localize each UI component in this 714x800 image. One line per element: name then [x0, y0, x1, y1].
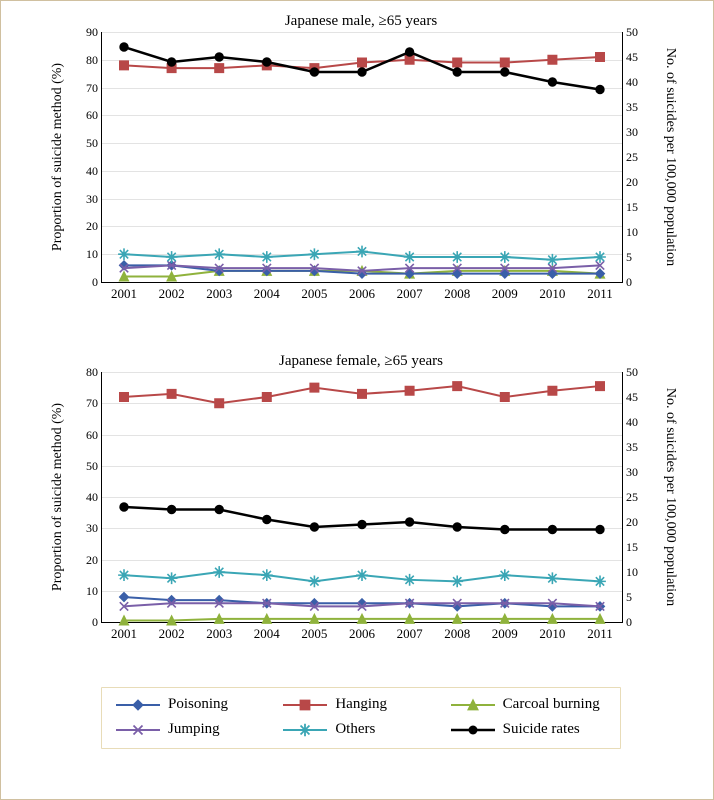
x-tick: 2006	[349, 622, 375, 642]
y-tick-right: 10	[622, 566, 654, 578]
x-tick: 2001	[111, 282, 137, 302]
legend-item-jumping: Jumping	[116, 721, 271, 738]
y-tick-right: 30	[622, 126, 654, 138]
x-tick: 2005	[301, 282, 327, 302]
y-tick-right: 50	[622, 26, 654, 38]
y-tick-right: 35	[622, 441, 654, 453]
y-tick-left: 20	[70, 220, 102, 232]
y-tick-right: 15	[622, 541, 654, 553]
y-tick-right: 25	[622, 151, 654, 163]
y-tick-right: 15	[622, 201, 654, 213]
y-tick-right: 35	[622, 101, 654, 113]
axes-female: Proportion of suicide method (%) No. of …	[101, 372, 623, 623]
y-tick-left: 70	[70, 82, 102, 94]
x-tick: 2008	[444, 282, 470, 302]
y-tick-left: 60	[70, 429, 102, 441]
figure-page: Japanese male, ≥65 years Proportion of s…	[0, 0, 714, 800]
x-tick: 2003	[206, 282, 232, 302]
x-tick: 2009	[492, 282, 518, 302]
plot-male	[102, 32, 622, 282]
x-tick: 2011	[587, 282, 613, 302]
x-tick: 2004	[254, 282, 280, 302]
chart-panel-female: Japanese female, ≥65 years Proportion of…	[59, 353, 663, 663]
legend-item-poisoning: Poisoning	[116, 696, 271, 713]
y-tick-left: 10	[70, 585, 102, 597]
x-tick: 2004	[254, 622, 280, 642]
y-tick-right: 5	[622, 251, 654, 263]
y-tick-left: 80	[70, 54, 102, 66]
legend-label: Poisoning	[168, 696, 228, 713]
x-tick: 2011	[587, 622, 613, 642]
legend-label: Others	[335, 721, 375, 738]
x-tick: 2010	[539, 622, 565, 642]
y-tick-left: 0	[70, 276, 102, 288]
y-tick-right: 45	[622, 51, 654, 63]
y-axis-right-title: No. of suicides per 100,000 population	[662, 388, 678, 606]
y-tick-right: 10	[622, 226, 654, 238]
legend-label: Carcoal burning	[503, 696, 600, 713]
x-tick: 2002	[159, 282, 185, 302]
x-tick: 2007	[397, 282, 423, 302]
x-tick: 2009	[492, 622, 518, 642]
legend-item-charcoal: Carcoal burning	[451, 696, 606, 713]
y-tick-left: 60	[70, 109, 102, 121]
legend-label: Suicide rates	[503, 721, 580, 738]
y-tick-left: 30	[70, 522, 102, 534]
x-tick: 2008	[444, 622, 470, 642]
legend-item-others: Others	[283, 721, 438, 738]
x-tick: 2007	[397, 622, 423, 642]
y-tick-left: 30	[70, 193, 102, 205]
y-tick-right: 20	[622, 516, 654, 528]
y-tick-right: 0	[622, 276, 654, 288]
chart-title-female: Japanese female, ≥65 years	[59, 353, 663, 370]
legend-item-suicide_rates: Suicide rates	[451, 721, 606, 738]
axes-male: Proportion of suicide method (%) No. of …	[101, 32, 623, 283]
y-tick-right: 40	[622, 416, 654, 428]
x-tick: 2005	[301, 622, 327, 642]
y-tick-right: 5	[622, 591, 654, 603]
y-axis-left-title: Proportion of suicide method (%)	[50, 403, 66, 591]
y-tick-right: 45	[622, 391, 654, 403]
y-tick-left: 70	[70, 397, 102, 409]
y-tick-left: 0	[70, 616, 102, 628]
y-tick-left: 50	[70, 460, 102, 472]
y-tick-left: 90	[70, 26, 102, 38]
y-tick-left: 10	[70, 248, 102, 260]
y-axis-right-title: No. of suicides per 100,000 population	[662, 48, 678, 266]
y-tick-right: 40	[622, 76, 654, 88]
x-tick: 2006	[349, 282, 375, 302]
y-tick-left: 50	[70, 137, 102, 149]
plot-female	[102, 372, 622, 622]
y-tick-left: 40	[70, 491, 102, 503]
legend-label: Hanging	[335, 696, 387, 713]
y-tick-right: 0	[622, 616, 654, 628]
legend-label: Jumping	[168, 721, 220, 738]
chart-panel-male: Japanese male, ≥65 years Proportion of s…	[59, 13, 663, 323]
y-tick-left: 20	[70, 554, 102, 566]
x-tick: 2003	[206, 622, 232, 642]
chart-title-male: Japanese male, ≥65 years	[59, 13, 663, 30]
legend: Poisoning Hanging Carcoal burning Jumping Ot…	[101, 687, 621, 749]
y-tick-right: 20	[622, 176, 654, 188]
y-tick-left: 80	[70, 366, 102, 378]
y-tick-right: 30	[622, 466, 654, 478]
y-tick-right: 25	[622, 491, 654, 503]
legend-item-hanging: Hanging	[283, 696, 438, 713]
x-tick: 2010	[539, 282, 565, 302]
y-tick-right: 50	[622, 366, 654, 378]
y-axis-left-title: Proportion of suicide method (%)	[50, 63, 66, 251]
y-tick-left: 40	[70, 165, 102, 177]
